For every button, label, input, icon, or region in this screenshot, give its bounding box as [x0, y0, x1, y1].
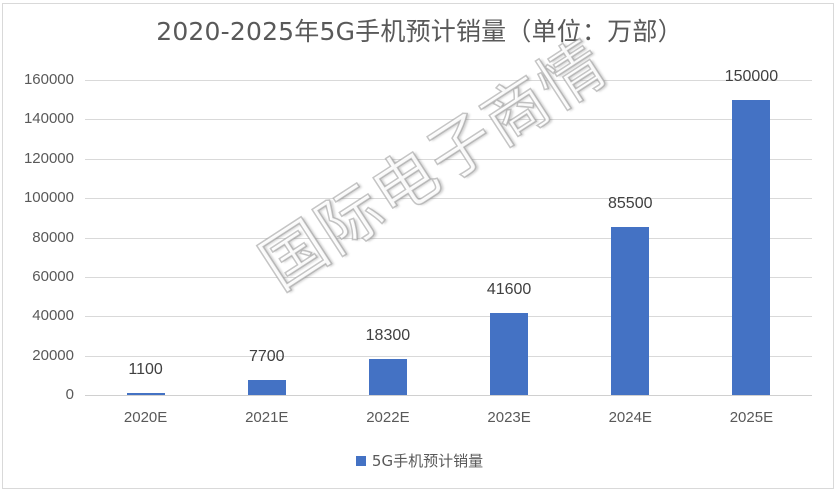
y-tick-label: 120000 — [23, 149, 74, 167]
y-tick-label: 40000 — [32, 307, 74, 325]
bar — [368, 358, 407, 395]
y-tick-label: 160000 — [23, 71, 74, 88]
chart-frame — [2, 3, 834, 489]
bar — [732, 99, 771, 395]
x-tick-label: 2023E — [487, 409, 531, 426]
bar — [126, 392, 165, 395]
bar — [611, 226, 650, 395]
data-label: 7700 — [248, 347, 285, 365]
x-tick-label: 2022E — [366, 409, 410, 426]
gridline — [85, 276, 812, 278]
gridline — [85, 355, 812, 357]
x-axis-line — [85, 395, 812, 396]
x-tick-label: 2020E — [123, 409, 168, 426]
gridline — [85, 237, 812, 239]
x-tick-label: 2021E — [245, 409, 289, 426]
y-tick-label: 100000 — [23, 189, 74, 207]
chart-title: 2020-2025年5G手机预计销量（单位：万部） — [156, 17, 683, 46]
data-label: 18300 — [365, 326, 411, 344]
data-label: 150000 — [724, 67, 779, 85]
y-tick-label: 20000 — [32, 346, 74, 364]
gridline — [85, 316, 812, 318]
gridline — [85, 158, 812, 160]
x-tick-label: 2024E — [608, 409, 652, 426]
bar — [247, 379, 286, 395]
data-label: 85500 — [608, 194, 653, 212]
data-label: 1100 — [128, 360, 163, 378]
legend: 5G手机预计销量 — [0, 450, 839, 471]
legend-swatch-icon — [355, 456, 366, 466]
gridline — [85, 198, 812, 200]
y-tick-label: 60000 — [32, 267, 74, 285]
y-tick-label: 80000 — [32, 228, 74, 246]
legend-label: 5G手机预计销量 — [371, 452, 484, 470]
data-label: 41600 — [486, 281, 532, 299]
gridline — [85, 119, 812, 121]
x-tick-label: 2025E — [729, 409, 774, 426]
y-tick-label: 0 — [65, 386, 74, 403]
y-tick-label: 140000 — [23, 110, 74, 128]
bar — [490, 313, 529, 395]
gridline — [85, 80, 812, 81]
